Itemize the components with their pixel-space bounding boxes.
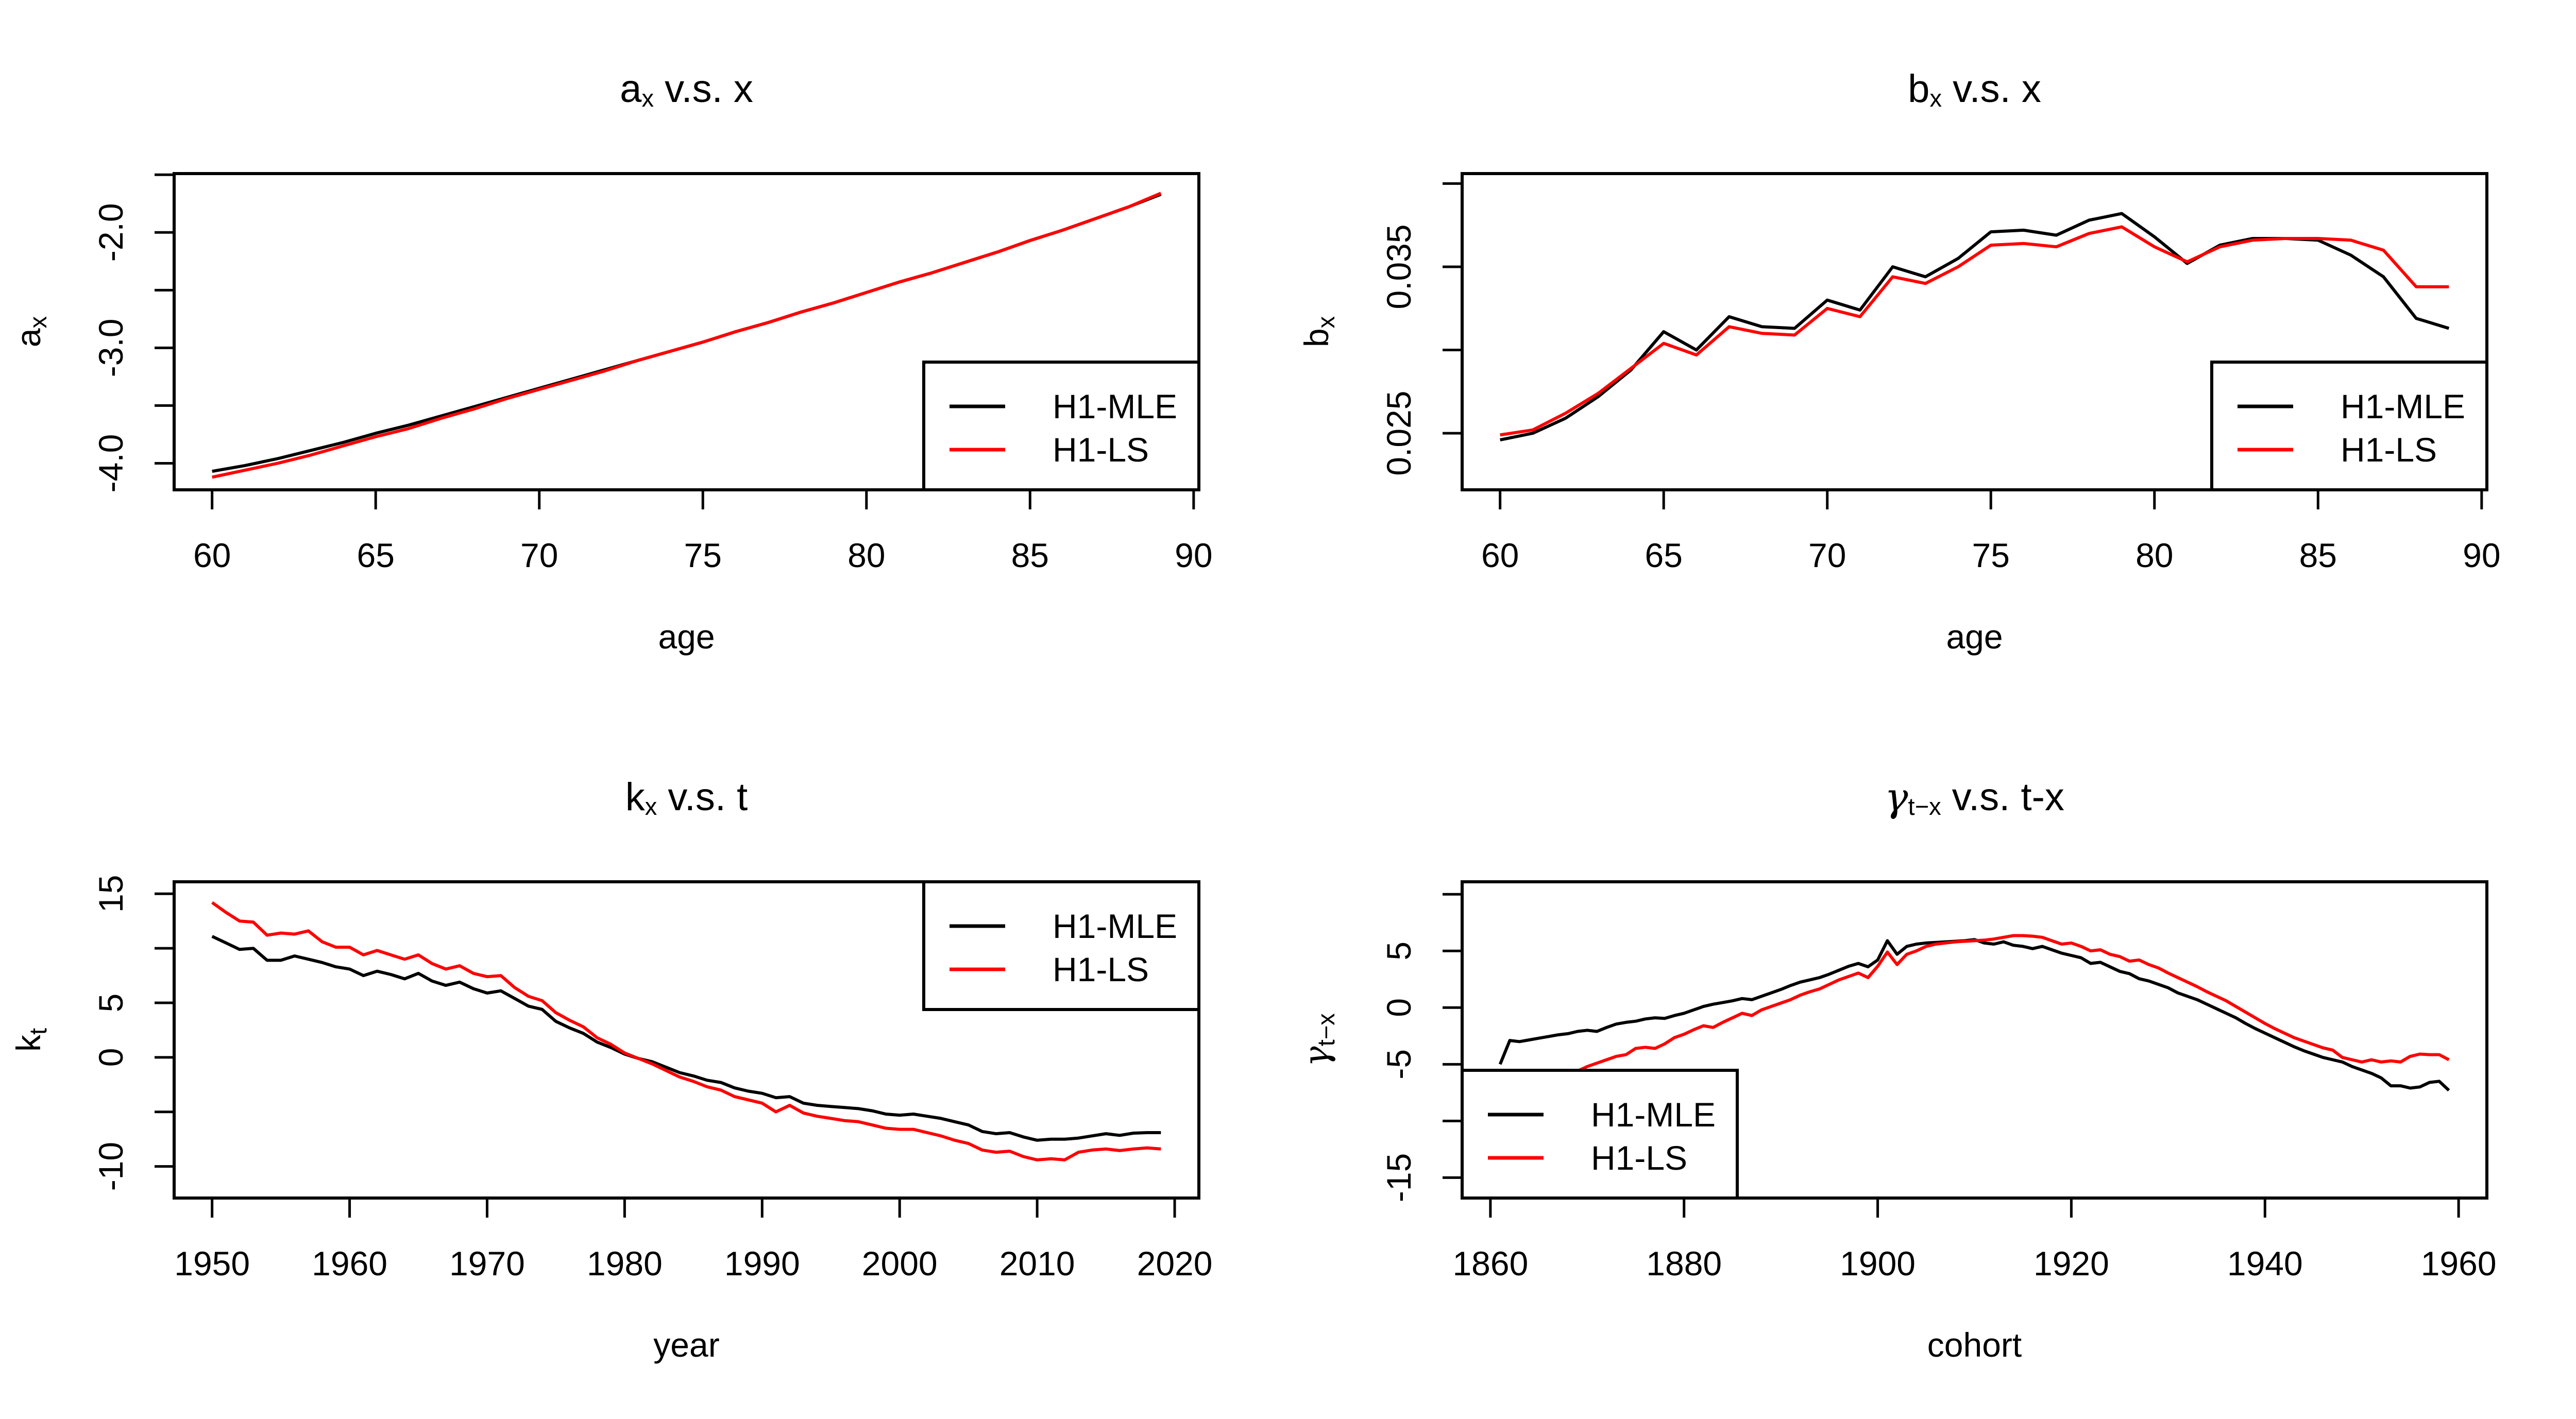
x-tick-label: 70 — [1808, 536, 1846, 574]
x-tick-label: 60 — [193, 536, 231, 574]
x-tick-label: 1920 — [2033, 1244, 2109, 1283]
series-line-h1-mle — [1498, 938, 2450, 1092]
x-tick-label: 1900 — [1840, 1244, 1916, 1283]
x-tick-label: 75 — [1972, 536, 2010, 574]
y-axis-title: kt — [9, 1028, 52, 1052]
y-axis-title: bx — [1297, 316, 1340, 347]
panel-bottom-left: 1950 1960 1970 1980 1990 2000 2010 2020 -10 0 5 15 y… — [9, 775, 1212, 1364]
y-tick-label: 0.025 — [1380, 391, 1418, 476]
y-tick-label: -3.0 — [92, 319, 130, 378]
y-tick-label: 0 — [1380, 998, 1418, 1017]
plot-box — [1461, 172, 2488, 491]
legend: H1-MLE H1-LS — [1461, 1069, 1739, 1200]
legend-label-h1-ls: H1-LS — [1053, 950, 1149, 988]
x-tick-label: 1970 — [449, 1244, 525, 1283]
x-tick-label: 75 — [684, 536, 722, 574]
series-line-h1-mle — [211, 935, 1161, 1142]
legend-label-h1-mle: H1-MLE — [1053, 907, 1177, 945]
x-tick-label: 65 — [1645, 536, 1682, 574]
series-line-h1-ls — [211, 901, 1161, 1161]
legend-label-h1-mle: H1-MLE — [2341, 387, 2465, 425]
x-tick-label: 70 — [520, 536, 558, 574]
series-line-h1-ls — [1499, 934, 2450, 1096]
panel-top-left: 60 65 70 75 80 85 90 -4.0 -3.0 -2.0 age ax ax v.s. x… — [9, 67, 1213, 656]
y-axis-title: γt−x — [1297, 1013, 1340, 1067]
plot-box — [173, 172, 1200, 491]
legend-box — [2210, 361, 2488, 491]
x-tick-label: 1940 — [2227, 1244, 2303, 1283]
x-tick-label: 1960 — [312, 1244, 387, 1283]
legend-label-h1-mle: H1-MLE — [1053, 387, 1177, 425]
x-tick-label: 1980 — [587, 1244, 663, 1283]
y-tick-label: -15 — [1380, 1153, 1418, 1202]
x-tick-label: 90 — [1175, 536, 1212, 574]
x-tick-label: 1990 — [724, 1244, 800, 1283]
x-tick-label: 65 — [357, 536, 394, 574]
y-tick-label: -2.0 — [92, 203, 130, 262]
panel-bottom-right: 1860 1880 1900 1920 1940 1960 -15 -5 0 5 cohort γt−… — [1297, 774, 2497, 1364]
x-axis-title: age — [1946, 618, 2003, 656]
legend-label-h1-ls: H1-LS — [2341, 431, 2437, 469]
series-line-h1-ls — [212, 192, 1162, 479]
legend: H1-MLE H1-LS — [922, 880, 1200, 1011]
panel-top-right: 60 65 70 75 80 85 90 0.025 0.035 age bx bx v.s. x H1… — [1297, 67, 2501, 656]
panel-title: bx v.s. x — [1908, 67, 2041, 112]
x-tick-label: 85 — [1011, 536, 1049, 574]
x-tick-label: 1950 — [174, 1244, 250, 1283]
x-axis-title: cohort — [1927, 1326, 2022, 1364]
x-tick-label: 90 — [2463, 536, 2500, 574]
legend-box — [1461, 1069, 1739, 1200]
y-axis-title: ax — [9, 316, 52, 347]
legend: H1-MLE H1-LS — [922, 361, 1200, 491]
x-tick-label: 2000 — [862, 1244, 938, 1283]
legend-box — [922, 361, 1200, 491]
plot-box — [1461, 880, 2488, 1200]
x-axis-title: year — [653, 1326, 719, 1364]
x-axis-title: age — [658, 618, 715, 656]
legend-label-h1-ls: H1-LS — [1053, 431, 1149, 469]
x-tick-label: 1960 — [2421, 1244, 2497, 1283]
x-tick-label: 2010 — [999, 1244, 1075, 1283]
x-tick-label: 85 — [2299, 536, 2337, 574]
y-tick-label: -10 — [92, 1142, 130, 1191]
x-tick-label: 2020 — [1137, 1244, 1213, 1283]
y-tick-label: -4.0 — [92, 434, 130, 493]
legend-label-h1-mle: H1-MLE — [1591, 1096, 1716, 1134]
x-tick-label: 60 — [1481, 536, 1519, 574]
legend: H1-MLE H1-LS — [2210, 361, 2488, 491]
x-tick-label: 1860 — [1452, 1244, 1528, 1283]
x-tick-label: 80 — [2136, 536, 2173, 574]
panel-title: kx v.s. t — [625, 775, 748, 820]
y-tick-label: 15 — [92, 875, 130, 913]
y-tick-label: 5 — [1380, 942, 1418, 961]
y-tick-label: 5 — [92, 994, 130, 1013]
x-tick-label: 80 — [848, 536, 885, 574]
panel-title: γt−x v.s. t-x — [1885, 774, 2064, 820]
panel-title: ax v.s. x — [620, 67, 753, 112]
y-tick-label: -5 — [1380, 1049, 1418, 1080]
legend-box — [922, 880, 1200, 1011]
y-tick-label: 0.035 — [1380, 224, 1418, 309]
legend-label-h1-ls: H1-LS — [1591, 1139, 1687, 1177]
series-line-h1-ls — [1500, 225, 2449, 437]
x-tick-label: 1880 — [1646, 1244, 1722, 1283]
plot-box — [173, 880, 1200, 1200]
y-tick-label: 0 — [92, 1048, 130, 1067]
